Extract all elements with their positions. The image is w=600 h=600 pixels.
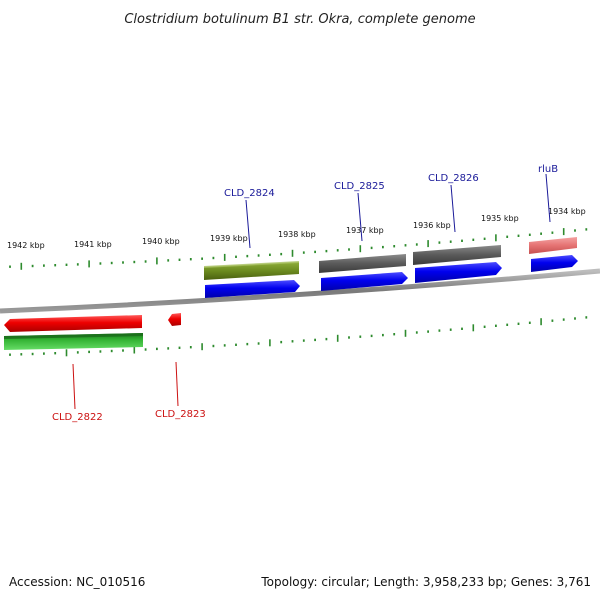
leader-cld-2822 (72, 363, 76, 410)
gray-feature-1[interactable] (319, 254, 406, 273)
tick-label-1937-kbp: 1937 kbp (346, 226, 384, 235)
gene-cld-2824-arrow[interactable] (205, 280, 300, 298)
green-feature-shine (4, 333, 143, 339)
tick-label-1938-kbp: 1938 kbp (278, 230, 316, 239)
gene-label-rlub[interactable]: rluB (538, 164, 558, 175)
gene-label-cld-2824[interactable]: CLD_2824 (224, 188, 275, 199)
tick-label-1935-kbp: 1935 kbp (481, 214, 519, 223)
tick-label-1942-kbp: 1942 kbp (7, 241, 45, 250)
outer-tick-track (9, 228, 588, 270)
map-title: Clostridium botulinum B1 str. Okra, comp… (124, 12, 475, 27)
leader-cld-2824 (245, 199, 251, 249)
tick-label-1939-kbp: 1939 kbp (210, 234, 248, 243)
gene-cld-2822-arrow[interactable] (4, 315, 142, 332)
gene-cld-2825-arrow[interactable] (321, 272, 408, 291)
tick-label-1936-kbp: 1936 kbp (413, 221, 451, 230)
gene-label-cld-2826[interactable]: CLD_2826 (428, 173, 479, 184)
gene-cld-2826-arrow[interactable] (415, 262, 502, 283)
genome-backbone (0, 268, 600, 314)
tick-label-1940-kbp: 1940 kbp (142, 237, 180, 246)
inner-tick-track (9, 316, 588, 357)
gene-label-cld-2823[interactable]: CLD_2823 (155, 409, 206, 420)
leader-cld-2825 (357, 192, 363, 242)
gene-label-cld-2825[interactable]: CLD_2825 (334, 181, 385, 192)
pink-feature[interactable] (529, 237, 577, 254)
leader-cld-2823 (175, 361, 179, 407)
gene-cld-2823-arrow[interactable] (168, 313, 181, 326)
leader-cld-2826 (450, 184, 456, 233)
gene-label-cld-2822[interactable]: CLD_2822 (52, 412, 103, 423)
tick-label-1941-kbp: 1941 kbp (74, 240, 112, 249)
leader-rlub (545, 173, 551, 223)
tick-label-1934-kbp: 1934 kbp (548, 207, 586, 216)
gene-rlub-arrow[interactable] (531, 255, 578, 272)
olive-feature-shine (204, 261, 299, 268)
gray-feature-2[interactable] (413, 245, 501, 265)
accession-text: Accession: NC_010516 (9, 575, 146, 589)
genome-summary-text: Topology: circular; Length: 3,958,233 bp… (261, 575, 591, 589)
